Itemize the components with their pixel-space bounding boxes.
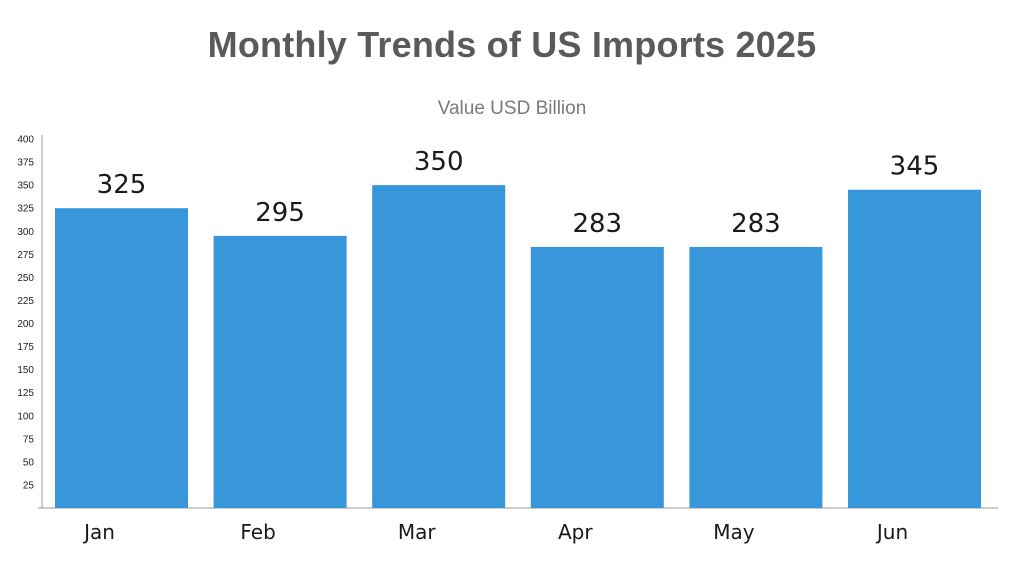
x-tick-label-may: May (713, 520, 755, 544)
y-tick-label: 225 (17, 296, 34, 307)
bar-apr (530, 246, 664, 508)
x-tick-label-mar: Mar (398, 520, 437, 544)
y-tick-label: 75 (23, 434, 35, 445)
y-tick-label: 175 (17, 342, 34, 353)
data-label-mar: 350 (414, 147, 464, 177)
bar-may (689, 246, 823, 508)
bar-mar (372, 185, 506, 508)
bar-jun (848, 189, 981, 509)
chart-title: Monthly Trends of US Imports 2025 (207, 24, 817, 65)
y-tick-label: 250 (17, 273, 34, 284)
y-tick-label: 25 (23, 480, 35, 491)
y-tick-label: 125 (17, 388, 34, 399)
bar-jan (55, 208, 188, 508)
data-label-jun: 345 (890, 152, 940, 182)
x-tick-label-jun: Jun (875, 520, 908, 544)
y-tick-label: 150 (17, 365, 34, 376)
y-tick-label: 375 (17, 158, 34, 169)
y-tick-label: 50 (23, 457, 35, 468)
bar-feb (213, 235, 347, 509)
chart-subtitle: Value USD Billion (437, 98, 587, 119)
x-tick-label-feb: Feb (240, 520, 275, 544)
y-tick-label: 100 (17, 411, 34, 422)
y-tick-label: 400 (17, 135, 34, 146)
data-label-may: 283 (731, 209, 781, 239)
y-tick-label: 300 (17, 227, 34, 238)
y-tick-label: 200 (17, 319, 34, 330)
data-label-jan: 325 (97, 170, 147, 200)
data-label-feb: 295 (255, 198, 305, 228)
x-tick-label-jan: Jan (82, 520, 115, 544)
y-tick-label: 350 (17, 181, 34, 192)
data-label-apr: 283 (572, 209, 622, 239)
y-tick-label: 325 (17, 204, 34, 215)
x-tick-label-apr: Apr (558, 520, 593, 544)
y-tick-label: 275 (17, 250, 34, 261)
